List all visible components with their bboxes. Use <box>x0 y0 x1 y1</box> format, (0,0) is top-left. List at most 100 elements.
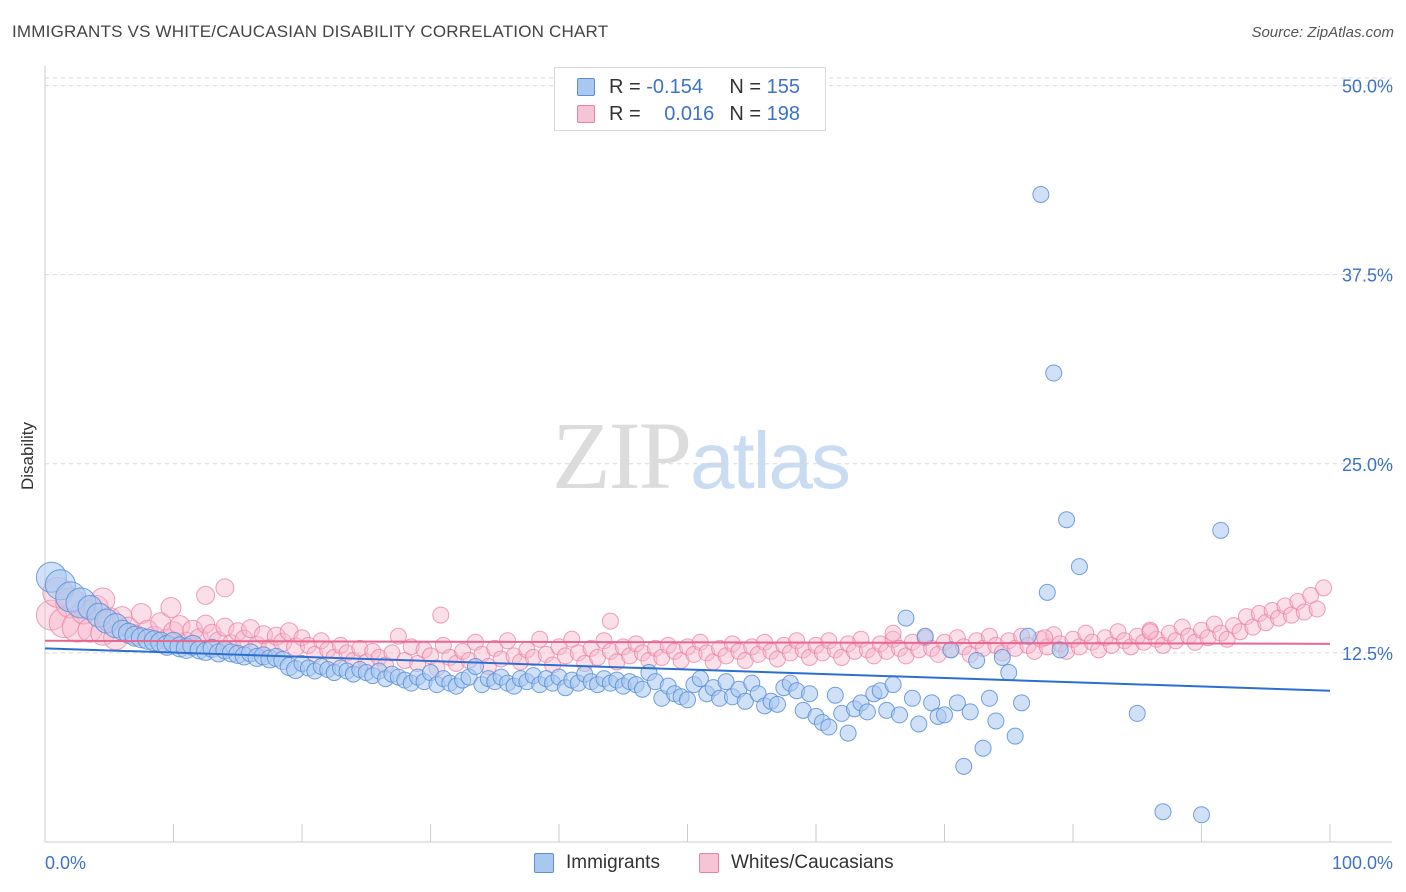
immigrants-point <box>1013 694 1031 712</box>
legend-r-value: -0.154 <box>646 75 703 98</box>
whites-caucasians-point <box>1244 618 1262 636</box>
immigrants-point <box>801 685 819 703</box>
whites-caucasians-point <box>1167 632 1185 650</box>
whites-caucasians-point <box>432 606 450 624</box>
whites-caucasians-point <box>1308 600 1326 618</box>
whites-caucasians-point <box>486 639 504 657</box>
correlation-legend: R = -0.154 N = 155 R = 0.016 N = 198 <box>554 67 826 131</box>
legend-row-immigrants: R = -0.154 N = 155 <box>555 74 800 100</box>
y-axis-label: Disability <box>18 421 37 490</box>
immigrants-point <box>974 739 992 757</box>
whites-caucasians-point <box>402 638 420 656</box>
whites-caucasians-point <box>531 630 549 648</box>
immigrants-point <box>820 718 838 736</box>
immigrants-point <box>916 627 934 645</box>
whites-caucasians-point <box>1199 629 1217 647</box>
immigrants-point <box>884 676 902 694</box>
whites-caucasians-point <box>556 647 574 665</box>
whites-caucasians-point <box>215 617 235 637</box>
series-legend-whites[interactable]: Whites/Caucasians <box>699 852 894 874</box>
immigrants-point <box>826 686 844 704</box>
source-label: Source: ZipAtlas.com <box>1251 24 1394 41</box>
watermark: ZIPatlas <box>552 400 851 511</box>
immigrants-trend-line <box>44 647 1331 692</box>
whites-caucasians-point <box>563 630 581 648</box>
whites-caucasians-trend-line <box>44 639 1331 645</box>
whites-caucasians-point <box>1295 603 1313 621</box>
whites-caucasians-point <box>820 632 838 650</box>
immigrants-point <box>1019 627 1037 645</box>
whites-caucasians-point <box>1315 579 1333 597</box>
immigrants-point <box>942 641 960 659</box>
chart-title: IMMIGRANTS VS WHITE/CAUCASIAN DISABILITY… <box>12 22 609 41</box>
whites-caucasians-point <box>601 642 619 660</box>
trend-lines <box>44 639 1331 692</box>
legend-swatch-blue <box>534 853 554 873</box>
immigrants-point <box>987 712 1005 730</box>
whites-caucasians-point <box>601 612 619 630</box>
whites-caucasians-point <box>1205 615 1223 633</box>
whites-caucasians-point <box>215 578 235 598</box>
whites-caucasians-point <box>1077 624 1095 642</box>
immigrants-point <box>679 691 696 709</box>
y-tick-label: 37.5% <box>1342 266 1393 286</box>
immigrants-point <box>858 703 876 721</box>
legend-swatch-blue <box>577 78 595 96</box>
whites-caucasians-point <box>1302 586 1320 604</box>
immigrants-point <box>980 689 998 707</box>
y-tick-label: 25.0% <box>1342 455 1393 475</box>
watermark-atlas: atlas <box>690 416 851 505</box>
whites-caucasians-point <box>130 603 152 625</box>
immigrants-point <box>1006 727 1024 745</box>
immigrants-point <box>1070 558 1088 576</box>
whites-caucasians-point <box>627 635 645 653</box>
immigrants-point <box>717 673 735 691</box>
whites-caucasians-point <box>595 632 613 650</box>
whites-caucasians-point <box>884 624 902 642</box>
immigrants-point <box>955 757 973 775</box>
whites-caucasians-point <box>1231 623 1249 641</box>
legend-n-value: 198 <box>766 102 800 125</box>
immigrants-point <box>1051 641 1069 659</box>
series-legend-label: Whites/Caucasians <box>731 852 894 873</box>
y-tick-label: 50.0% <box>1342 77 1393 97</box>
whites-caucasians-point <box>1250 605 1268 623</box>
whites-caucasians-point <box>1103 636 1121 654</box>
axes <box>44 66 1392 843</box>
whites-caucasians-point <box>1237 608 1255 626</box>
series-legend-immigrants[interactable]: Immigrants <box>534 852 660 874</box>
whites-caucasians-point <box>1212 624 1230 642</box>
tick-labels: 12.5% 25.0% 37.5% 50.0% 0.0% 100.0% <box>45 77 1393 873</box>
immigrants-point <box>768 695 786 713</box>
watermark-zip: ZIP <box>552 402 692 509</box>
whites-caucasians-point <box>351 639 369 657</box>
whites-caucasians-point <box>160 597 182 619</box>
whites-caucasians-point <box>1141 623 1159 641</box>
immigrants-point <box>736 692 754 710</box>
immigrants-point <box>897 609 915 627</box>
legend-row-whites: R = 0.016 N = 198 <box>555 101 800 127</box>
whites-caucasians-point <box>241 619 261 639</box>
immigrants-point <box>923 694 941 712</box>
legend-n-label: N = <box>729 102 762 125</box>
legend-swatch-pink <box>699 853 719 873</box>
series-legend-label: Immigrants <box>566 852 660 873</box>
immigrants-point <box>1058 511 1076 529</box>
immigrants-point <box>839 724 857 742</box>
immigrants-points <box>35 185 1230 824</box>
legend-r-value: 0.016 <box>664 102 715 125</box>
whites-caucasians-point <box>1225 617 1243 635</box>
whites-caucasians-point <box>196 585 216 605</box>
whites-caucasians-point <box>1109 623 1127 641</box>
immigrants-point <box>466 658 484 676</box>
whites-caucasians-point <box>582 639 600 657</box>
whites-caucasians-point <box>646 639 664 657</box>
whites-caucasians-point <box>788 632 806 650</box>
whites-caucasians-point <box>1036 629 1054 647</box>
immigrants-point <box>1193 806 1210 824</box>
immigrants-point <box>1000 664 1018 682</box>
whites-caucasians-point <box>1115 632 1133 650</box>
legend-n-value: 155 <box>766 75 800 98</box>
whites-caucasians-point <box>1276 597 1294 615</box>
whites-caucasians-point <box>454 642 472 660</box>
